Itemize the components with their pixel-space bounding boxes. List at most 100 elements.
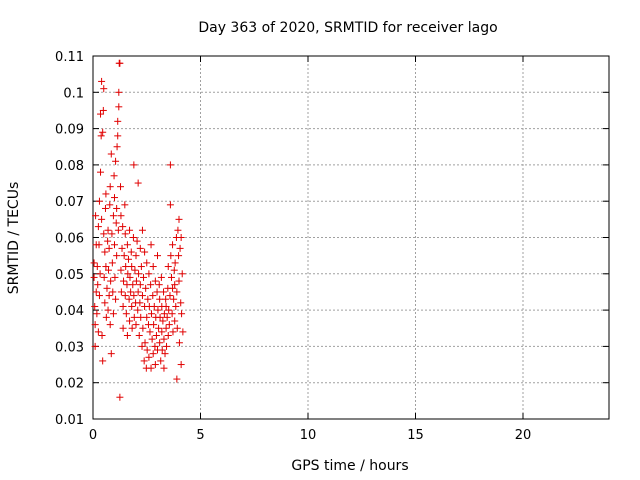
data-point bbox=[147, 241, 155, 249]
data-point bbox=[169, 284, 177, 292]
y-tick-label: 0.06 bbox=[55, 232, 84, 247]
x-tick-label: 20 bbox=[515, 428, 532, 443]
y-tick-label: 0.05 bbox=[55, 268, 84, 283]
data-point bbox=[163, 342, 171, 350]
data-point bbox=[100, 85, 108, 93]
data-point bbox=[171, 317, 179, 325]
data-point bbox=[91, 321, 99, 329]
data-point bbox=[133, 237, 141, 245]
data-point bbox=[123, 332, 131, 340]
data-point bbox=[154, 306, 162, 314]
data-point bbox=[142, 284, 150, 292]
data-point bbox=[117, 212, 125, 220]
data-point bbox=[140, 357, 148, 365]
x-axis-title: GPS time / hours bbox=[291, 458, 408, 474]
data-point bbox=[160, 288, 168, 296]
data-point bbox=[91, 342, 99, 350]
y-tick-label: 0.02 bbox=[55, 377, 84, 392]
data-point bbox=[151, 361, 159, 369]
data-point bbox=[122, 263, 130, 271]
data-point bbox=[158, 328, 166, 336]
data-point bbox=[162, 324, 170, 332]
data-point bbox=[158, 346, 166, 354]
data-point bbox=[149, 292, 157, 300]
data-point bbox=[128, 324, 136, 332]
data-point bbox=[162, 295, 170, 303]
data-point bbox=[149, 263, 157, 271]
y-tick-label: 0.01 bbox=[55, 413, 84, 428]
data-point bbox=[104, 266, 112, 274]
data-point bbox=[136, 299, 144, 307]
y-tick-label: 0.09 bbox=[55, 123, 84, 138]
data-point bbox=[150, 302, 158, 310]
data-point bbox=[92, 212, 100, 220]
data-point bbox=[154, 252, 161, 260]
data-point bbox=[151, 342, 159, 350]
data-point bbox=[101, 299, 109, 307]
data-point bbox=[131, 266, 139, 274]
data-point bbox=[136, 244, 144, 252]
data-point bbox=[132, 252, 140, 260]
data-point bbox=[166, 161, 174, 169]
data-point bbox=[130, 313, 138, 321]
data-point bbox=[149, 350, 157, 358]
data-point bbox=[101, 204, 109, 212]
data-point bbox=[126, 226, 134, 234]
data-point bbox=[167, 252, 175, 260]
data-point bbox=[132, 277, 140, 285]
data-point bbox=[95, 197, 103, 205]
data-point bbox=[109, 310, 117, 318]
data-point bbox=[147, 310, 155, 318]
data-point bbox=[102, 313, 110, 321]
data-point bbox=[140, 273, 148, 281]
data-point bbox=[134, 179, 142, 187]
data-point bbox=[94, 281, 102, 289]
data-point bbox=[167, 273, 175, 281]
data-point bbox=[143, 313, 151, 321]
data-point bbox=[169, 328, 177, 336]
data-point bbox=[104, 226, 112, 234]
data-point bbox=[121, 230, 129, 238]
grid-lines bbox=[93, 56, 609, 419]
data-point bbox=[129, 234, 137, 241]
data-point bbox=[160, 310, 168, 318]
data-point bbox=[156, 313, 164, 321]
data-point bbox=[166, 201, 174, 209]
data-point bbox=[107, 150, 115, 158]
y-tick-label: 0.08 bbox=[55, 159, 84, 174]
data-point bbox=[107, 350, 115, 358]
data-point bbox=[157, 273, 165, 281]
data-point bbox=[122, 310, 130, 318]
data-point bbox=[118, 244, 126, 252]
data-point bbox=[130, 161, 138, 169]
data-point bbox=[145, 353, 153, 361]
data-point bbox=[120, 252, 128, 260]
data-point bbox=[107, 277, 115, 285]
data-point bbox=[97, 110, 105, 118]
y-tick-label: 0.07 bbox=[55, 195, 84, 210]
data-point bbox=[111, 273, 119, 281]
data-point bbox=[146, 328, 154, 336]
data-point bbox=[128, 302, 136, 310]
chart-title: Day 363 of 2020, SRMTID for receiver lag… bbox=[198, 20, 497, 36]
data-point bbox=[152, 332, 160, 340]
data-point bbox=[171, 259, 179, 267]
data-point bbox=[128, 263, 136, 271]
data-point bbox=[137, 263, 145, 271]
data-point bbox=[156, 295, 164, 303]
data-point bbox=[129, 281, 137, 289]
data-point bbox=[177, 361, 185, 369]
data-point bbox=[102, 263, 110, 271]
data-point bbox=[91, 302, 99, 310]
data-point bbox=[111, 241, 118, 249]
data-point bbox=[135, 270, 143, 278]
data-point bbox=[113, 204, 121, 212]
data-point bbox=[141, 248, 149, 256]
data-point bbox=[115, 103, 123, 111]
data-point bbox=[157, 357, 165, 365]
data-point bbox=[112, 219, 120, 227]
data-point bbox=[141, 339, 149, 347]
data-point bbox=[177, 234, 185, 241]
data-point bbox=[109, 212, 117, 220]
